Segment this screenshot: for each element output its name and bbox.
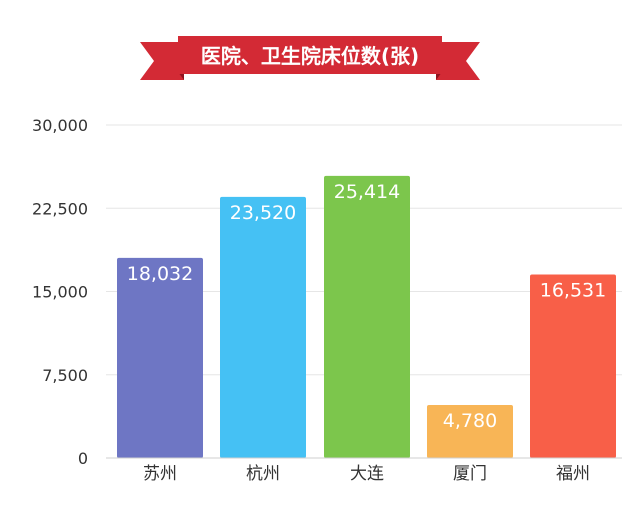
x-tick-label: 福州	[556, 464, 590, 484]
x-tick-label: 大连	[350, 464, 384, 484]
bar	[427, 404, 513, 458]
y-tick-label: 22,500	[32, 199, 88, 218]
banner-body	[178, 36, 442, 74]
x-tick-label: 杭州	[246, 464, 280, 484]
title-banner	[140, 36, 480, 80]
chart-title: 医院、卫生院床位数(张)	[200, 44, 420, 68]
data-label: 18,032	[127, 263, 193, 285]
data-label: 23,520	[230, 202, 296, 224]
banner-ribbon-left	[140, 42, 184, 80]
data-label: 4,780	[443, 410, 497, 432]
banner-ribbon-right	[436, 42, 480, 80]
y-tick-label: 7,500	[42, 366, 88, 385]
bar	[117, 257, 203, 458]
x-tick-label: 苏州	[143, 464, 177, 484]
bar	[530, 274, 616, 458]
x-tick-label: 厦门	[453, 464, 487, 484]
data-label: 25,414	[334, 181, 400, 203]
y-tick-label: 0	[78, 449, 88, 468]
bar	[324, 175, 410, 458]
bar	[220, 196, 306, 459]
data-label: 16,531	[540, 280, 606, 302]
y-tick-label: 30,000	[32, 116, 88, 135]
y-tick-label: 15,000	[32, 283, 88, 302]
